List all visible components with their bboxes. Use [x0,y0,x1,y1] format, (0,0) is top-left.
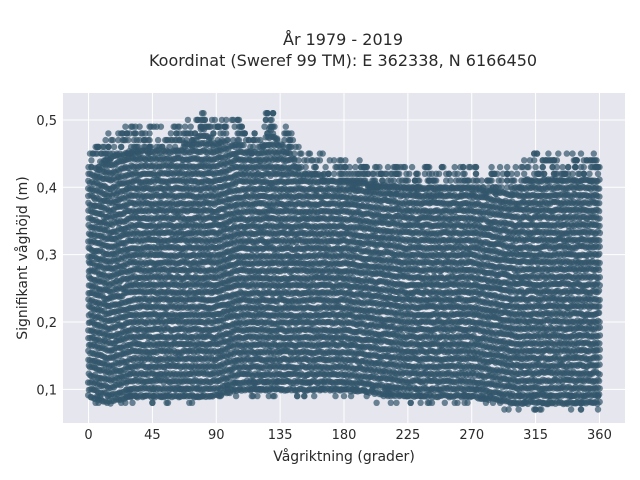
chart-title: År 1979 - 2019 [283,30,403,49]
chart-subtitle: Koordinat (Sweref 99 TM): E 362338, N 61… [149,51,537,70]
data-points [84,110,604,413]
